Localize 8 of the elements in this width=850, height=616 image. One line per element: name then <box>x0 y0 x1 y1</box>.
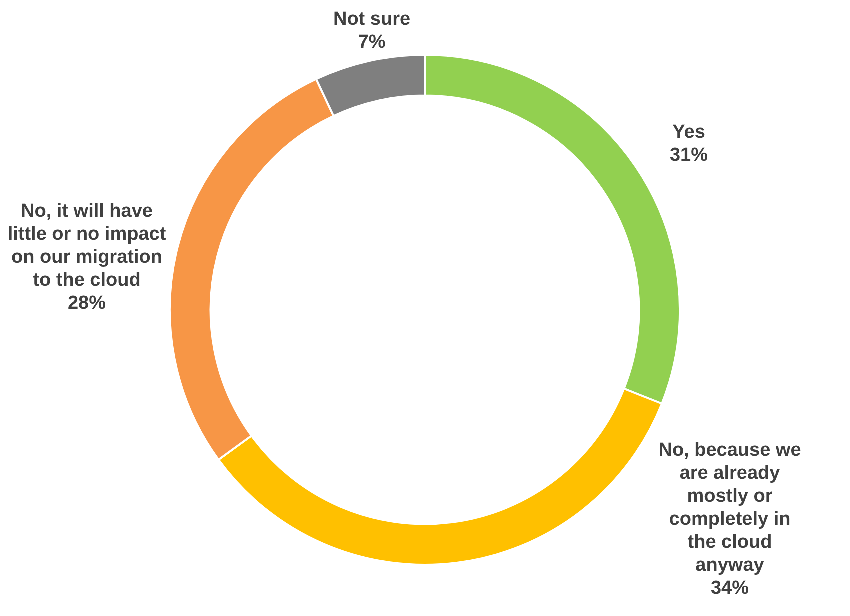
slice-label: Not sure <box>333 9 411 30</box>
slice-label: Yes <box>672 122 706 144</box>
data-label: 28% <box>68 293 106 314</box>
data-label: 7% <box>358 32 386 54</box>
data-label: 31% <box>670 145 708 166</box>
slice-label: No, because we are already mostly or completely in the cloud anyway <box>658 440 802 576</box>
data-label: 34% <box>710 578 750 600</box>
slice-label: No, it will have little or no impact on our migration to the cloud <box>8 201 167 292</box>
